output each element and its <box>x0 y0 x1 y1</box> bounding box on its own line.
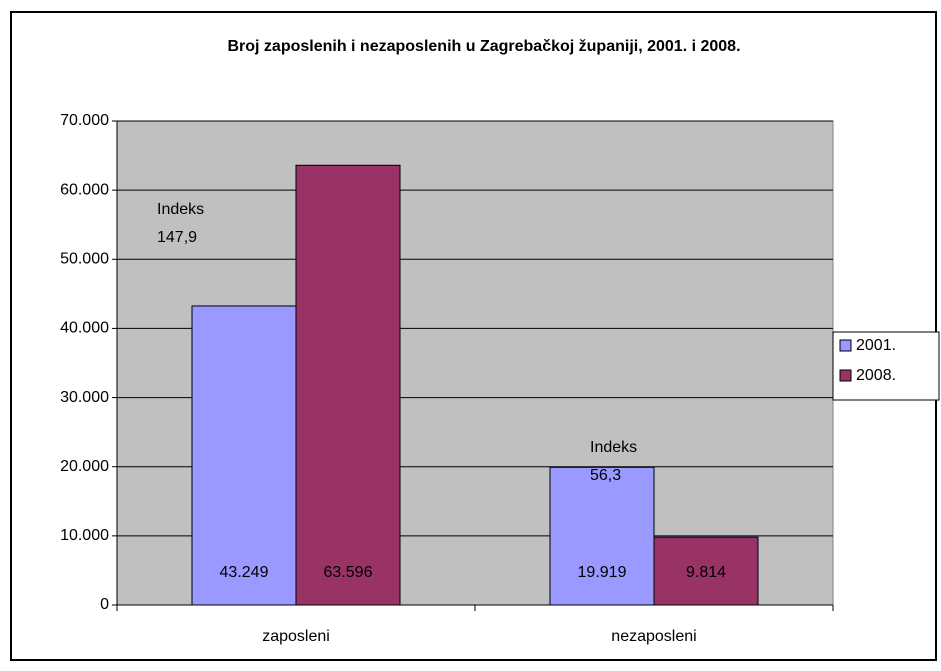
chart-title: Broj zaposlenih i nezaposlenih u Zagreba… <box>227 38 740 55</box>
y-tick-label: 30.000 <box>60 389 109 406</box>
legend-label: 2001. <box>856 337 896 354</box>
y-tick-label: 20.000 <box>60 458 109 475</box>
legend-swatch <box>839 369 852 382</box>
annotation: 56,3 <box>590 467 621 484</box>
y-tick-label: 0 <box>100 596 109 613</box>
bar <box>191 305 297 606</box>
value-label: 19.919 <box>578 564 627 581</box>
annotation: 147,9 <box>157 229 197 246</box>
y-tick-label: 70.000 <box>60 112 109 129</box>
legend-swatch <box>839 339 852 352</box>
annotation: Indeks <box>157 201 204 218</box>
bar <box>653 536 759 606</box>
x-tick-label: nezaposleni <box>611 628 696 645</box>
bar <box>295 164 401 606</box>
x-tick-label: zaposleni <box>262 628 330 645</box>
y-tick-label: 50.000 <box>60 251 109 268</box>
y-tick-label: 60.000 <box>60 181 109 198</box>
value-label: 63.596 <box>324 564 373 581</box>
value-label: 43.249 <box>220 564 269 581</box>
legend-label: 2008. <box>856 367 896 384</box>
value-label: 9.814 <box>686 564 726 581</box>
y-tick-label: 10.000 <box>60 527 109 544</box>
bar <box>549 466 655 606</box>
y-tick-label: 40.000 <box>60 320 109 337</box>
annotation: Indeks <box>590 439 637 456</box>
